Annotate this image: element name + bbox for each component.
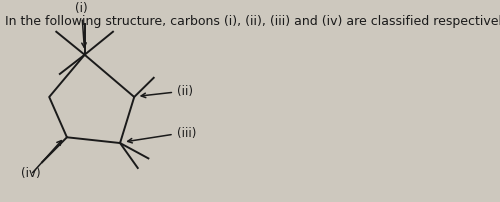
Text: In the following structure, carbons (i), (ii), (iii) and (iv) are classified res: In the following structure, carbons (i),…	[5, 15, 500, 28]
Text: (i): (i)	[75, 2, 88, 15]
Text: (ii): (ii)	[176, 84, 192, 97]
Text: (iii): (iii)	[176, 126, 196, 139]
Text: (iv): (iv)	[21, 166, 40, 179]
